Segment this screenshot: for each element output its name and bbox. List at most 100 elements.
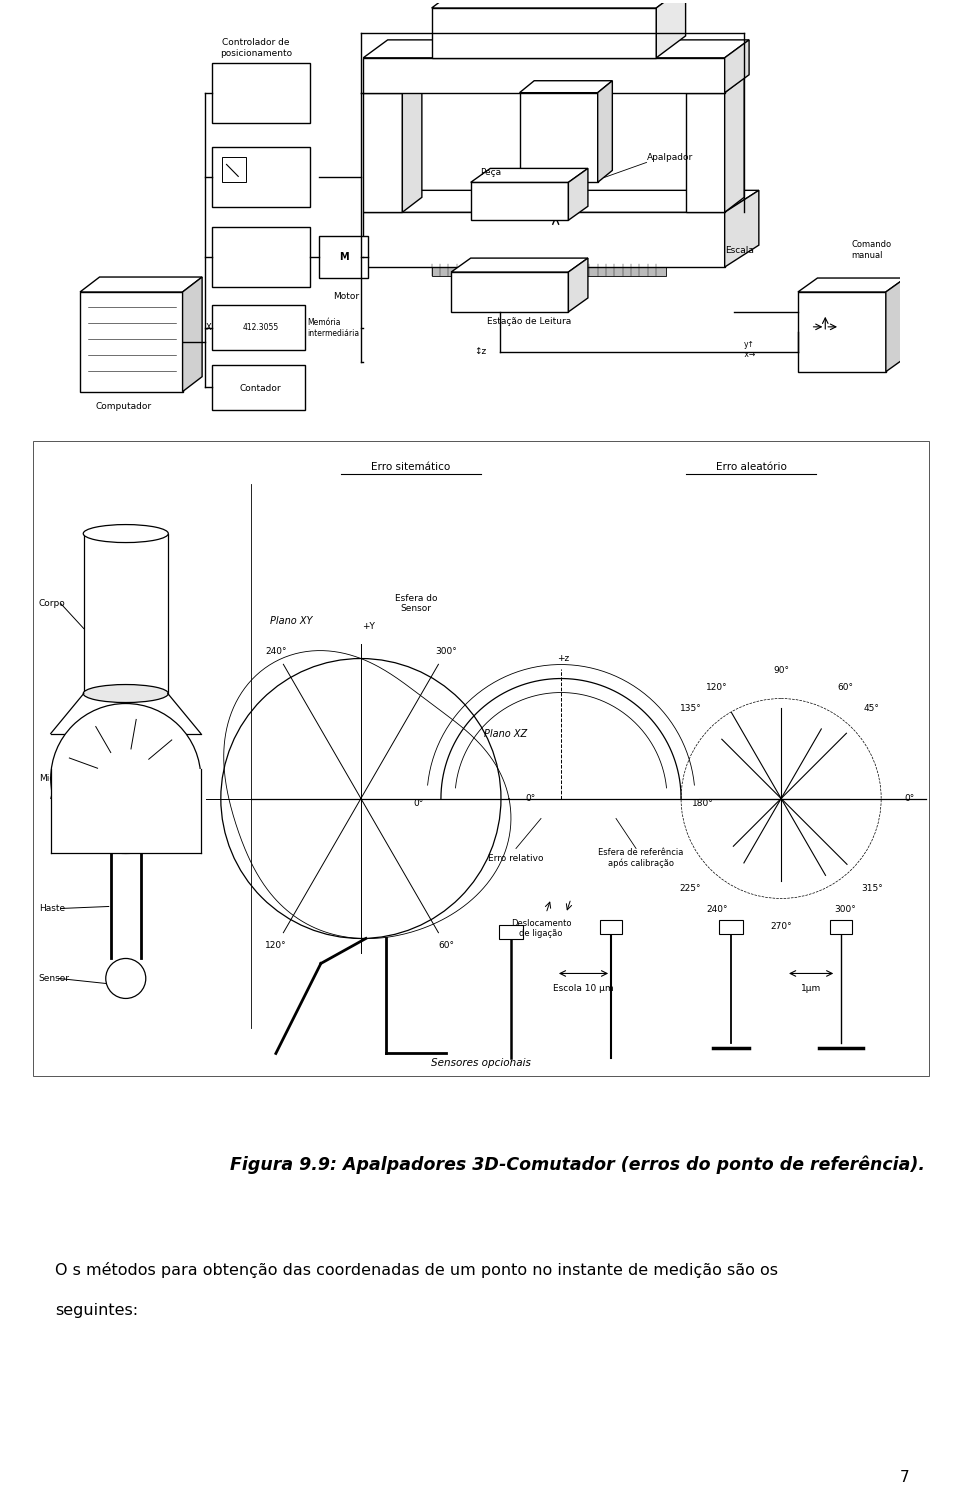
Bar <box>519 93 598 182</box>
Bar <box>222 158 246 182</box>
Circle shape <box>106 958 146 999</box>
Text: Erro sitemático: Erro sitemático <box>372 461 450 472</box>
Polygon shape <box>451 258 588 272</box>
Text: Sensores opcionais: Sensores opcionais <box>431 1059 531 1068</box>
Text: Haste: Haste <box>38 904 65 913</box>
Polygon shape <box>725 41 749 93</box>
Circle shape <box>51 703 201 853</box>
Bar <box>212 227 309 287</box>
Bar <box>432 8 657 57</box>
Text: 270°: 270° <box>770 922 792 931</box>
Text: X: X <box>206 323 212 332</box>
Text: 45°: 45° <box>864 703 879 712</box>
Bar <box>363 57 725 93</box>
Polygon shape <box>80 276 203 291</box>
Text: 315°: 315° <box>861 885 882 894</box>
Bar <box>80 291 182 392</box>
Bar <box>212 147 309 207</box>
Text: Controlador de
posicionamento: Controlador de posicionamento <box>220 38 292 57</box>
Bar <box>363 212 725 267</box>
Bar <box>470 182 568 221</box>
Text: 7: 7 <box>900 1470 910 1485</box>
Text: 60°: 60° <box>438 942 454 951</box>
Polygon shape <box>798 278 905 291</box>
Text: 0°: 0° <box>526 795 536 804</box>
Text: Apalpador: Apalpador <box>646 153 693 162</box>
Text: M: M <box>339 252 348 261</box>
Polygon shape <box>432 0 685 8</box>
Text: Contador: Contador <box>240 385 281 394</box>
Text: 120°: 120° <box>707 683 728 692</box>
Text: +Y: +Y <box>363 622 375 631</box>
Circle shape <box>503 1057 519 1074</box>
Ellipse shape <box>84 524 168 542</box>
Circle shape <box>447 1047 461 1060</box>
Text: Erro aleatório: Erro aleatório <box>715 461 786 472</box>
Polygon shape <box>363 78 421 93</box>
Polygon shape <box>519 81 612 93</box>
Polygon shape <box>725 191 758 267</box>
Text: Escala: Escala <box>725 246 754 255</box>
Text: 90°: 90° <box>773 665 789 674</box>
Text: Corpo: Corpo <box>38 599 65 608</box>
Polygon shape <box>182 276 203 392</box>
Text: 225°: 225° <box>680 885 702 894</box>
Text: Deslocamento
de ligação: Deslocamento de ligação <box>511 919 571 939</box>
Circle shape <box>359 927 372 940</box>
Polygon shape <box>568 168 588 221</box>
Polygon shape <box>470 168 588 182</box>
Text: 60°: 60° <box>837 683 853 692</box>
Bar <box>451 272 568 312</box>
Text: y↑
 x→: y↑ x→ <box>742 339 756 359</box>
Text: 300°: 300° <box>435 647 457 656</box>
Text: 180°: 180° <box>180 795 202 804</box>
Text: Erro relativo: Erro relativo <box>489 855 543 864</box>
Text: 135°: 135° <box>680 703 702 712</box>
Polygon shape <box>363 191 758 212</box>
Text: Plano XZ: Plano XZ <box>485 728 528 739</box>
Polygon shape <box>886 278 905 371</box>
Text: Figura 9.8: Máquina de medir coordenadas (tridimensional).: Figura 9.8: Máquina de medir coordenadas… <box>183 452 777 472</box>
Text: seguintes:: seguintes: <box>55 1302 138 1317</box>
Ellipse shape <box>84 685 168 703</box>
Polygon shape <box>598 81 612 182</box>
Bar <box>719 921 743 934</box>
Bar <box>212 365 304 410</box>
Text: 120°: 120° <box>265 942 287 951</box>
Text: 300°: 300° <box>834 904 856 913</box>
Bar <box>830 921 852 934</box>
Text: 240°: 240° <box>707 904 728 913</box>
Text: 0°: 0° <box>904 795 914 804</box>
Text: Comando
manual: Comando manual <box>852 240 892 260</box>
Bar <box>212 63 309 123</box>
Polygon shape <box>402 78 421 212</box>
Polygon shape <box>685 78 744 93</box>
Text: Memória
intermediária: Memória intermediária <box>307 318 360 338</box>
Bar <box>798 291 886 371</box>
Text: O s métodos para obtenção das coordenadas de um ponto no instante de medição são: O s métodos para obtenção das coordenada… <box>55 1262 778 1278</box>
Text: Estação de Leitura: Estação de Leitura <box>487 317 571 326</box>
Polygon shape <box>725 78 744 212</box>
Circle shape <box>604 1059 618 1072</box>
Text: 412.3055: 412.3055 <box>243 323 278 332</box>
Bar <box>320 236 368 278</box>
Text: 1μm: 1μm <box>801 984 821 993</box>
Text: +z: +z <box>557 653 569 662</box>
Text: Computador: Computador <box>96 403 152 412</box>
Polygon shape <box>568 258 588 312</box>
Text: Peça: Peça <box>480 168 501 177</box>
Text: 180°: 180° <box>692 799 714 808</box>
Polygon shape <box>657 0 685 57</box>
Text: 240°: 240° <box>265 647 287 656</box>
Text: 0°: 0° <box>414 799 424 808</box>
Text: Figura 9.9: Apalpadores 3D-Comutador (erros do ponto de referência).: Figura 9.9: Apalpadores 3D-Comutador (er… <box>230 1155 925 1175</box>
Bar <box>685 93 725 212</box>
Bar <box>432 264 666 276</box>
Text: Esfera do
Sensor: Esfera do Sensor <box>395 593 437 613</box>
Bar <box>600 921 622 934</box>
Bar <box>499 925 523 939</box>
Text: Sensor: Sensor <box>38 973 70 982</box>
Text: Plano XY: Plano XY <box>270 616 312 625</box>
Bar <box>51 769 201 853</box>
Text: Escola 10 μm: Escola 10 μm <box>553 984 613 993</box>
